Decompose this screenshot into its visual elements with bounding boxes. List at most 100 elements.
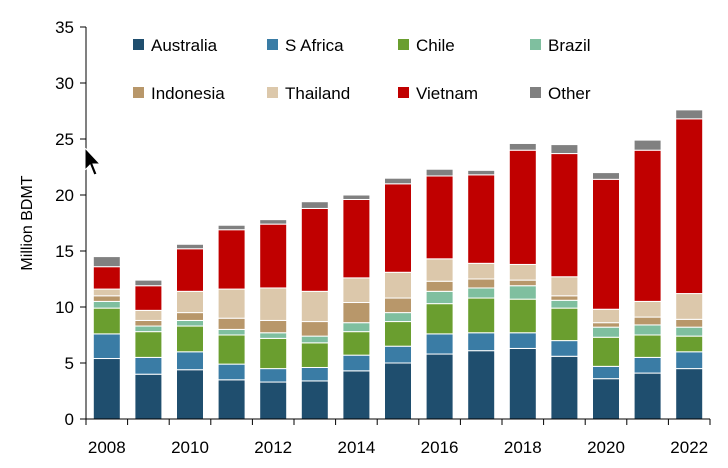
bar-segment-australia <box>300 380 329 420</box>
bar-segment-other <box>217 224 246 231</box>
bar-segment-s-africa <box>92 333 121 360</box>
bar-segment-brazil <box>425 290 454 305</box>
bar-segment-vietnam <box>217 229 246 290</box>
x-axis: 2008 2010 2012 2014 2016 2018 2020 2022 <box>85 418 711 457</box>
legend-label: Other <box>548 84 591 103</box>
bar-segment-brazil <box>300 335 329 344</box>
bar-segment-thailand <box>592 308 620 324</box>
bar-segment-vietnam <box>300 207 329 292</box>
bar-segment-brazil <box>259 332 288 339</box>
bar-segment-chile <box>384 321 412 347</box>
bar-stack-2015 <box>384 177 412 420</box>
bar-segment-brazil <box>467 287 496 299</box>
x-tick-label: 2020 <box>587 438 625 457</box>
bar-stack-2009 <box>134 279 163 420</box>
bar-segment-other <box>508 142 537 151</box>
bar-segment-brazil <box>633 324 662 336</box>
legend-item: Indonesia <box>133 84 225 103</box>
legend-label: Indonesia <box>151 84 225 103</box>
bar-segment-australia <box>592 378 620 420</box>
bar-segment-other <box>425 168 454 177</box>
bar-segment-indonesia <box>384 297 412 314</box>
bar-segment-brazil <box>134 325 163 333</box>
bar-segment-vietnam <box>342 198 371 279</box>
bar-segment-chile <box>300 342 329 368</box>
bar-segment-indonesia <box>176 312 204 321</box>
bar-segment-brazil <box>176 319 204 327</box>
y-tick-label: 35 <box>55 18 74 37</box>
bar-segment-s-africa <box>467 332 496 352</box>
y-tick-label: 15 <box>55 242 74 261</box>
legend-swatch <box>398 87 409 98</box>
bar-segment-other <box>675 109 704 120</box>
bar-segment-australia <box>633 372 662 420</box>
bar-stack-2017 <box>467 169 496 420</box>
bar-stack-2021 <box>633 139 662 420</box>
legend-item: Brazil <box>530 36 591 55</box>
bar-segment-indonesia <box>259 319 288 334</box>
bar-segment-indonesia <box>92 295 121 302</box>
bar-segment-vietnam <box>550 153 579 278</box>
bar-segment-brazil <box>384 312 412 323</box>
legend-swatch <box>398 39 409 50</box>
bar-stack-2014 <box>342 194 371 420</box>
legend-item: S Africa <box>267 36 344 55</box>
bar-segment-chile <box>259 337 288 370</box>
bar-segment-other <box>633 139 662 151</box>
bar-stack-2011 <box>217 224 246 420</box>
bar-segment-chile <box>134 331 163 358</box>
bar-stack-2020 <box>592 172 620 420</box>
bar-stack-2010 <box>176 243 204 420</box>
bar-segment-australia <box>259 381 288 420</box>
bar-segment-s-africa <box>384 345 412 364</box>
bar-segment-other <box>592 172 620 180</box>
bar-segment-vietnam <box>259 223 288 289</box>
bar-stack-2019 <box>550 144 579 420</box>
bar-segment-s-africa <box>425 333 454 355</box>
legend-swatch <box>530 39 541 50</box>
y-axis-label: Million BDMT <box>19 175 36 270</box>
bars <box>92 109 704 420</box>
bar-segment-brazil <box>217 328 246 336</box>
bar-segment-s-africa <box>217 363 246 381</box>
bar-segment-brazil <box>550 299 579 309</box>
bar-segment-indonesia <box>592 322 620 328</box>
bar-segment-chile <box>342 331 371 356</box>
legend-label: Brazil <box>548 36 591 55</box>
bar-segment-chile <box>217 334 246 365</box>
bar-segment-indonesia <box>550 295 579 301</box>
bar-segment-australia <box>92 358 121 420</box>
bar-segment-vietnam <box>425 175 454 260</box>
bar-segment-s-africa <box>300 366 329 382</box>
bar-segment-s-africa <box>550 340 579 357</box>
bar-segment-australia <box>508 347 537 420</box>
bar-segment-australia <box>342 370 371 420</box>
x-tick-label: 2022 <box>670 438 708 457</box>
bar-segment-chile <box>467 297 496 334</box>
mouse-cursor-icon <box>84 146 102 176</box>
bar-segment-australia <box>467 350 496 420</box>
y-tick-label: 25 <box>55 130 74 149</box>
bar-segment-other <box>384 177 412 185</box>
bar-segment-thailand <box>259 287 288 321</box>
legend: Australia S Africa Chile Brazil Indonesia Tha… <box>133 36 591 103</box>
bar-segment-brazil <box>675 326 704 337</box>
bar-segment-thailand <box>134 309 163 321</box>
x-tick-label: 2008 <box>88 438 126 457</box>
bar-segment-brazil <box>508 285 537 300</box>
bar-segment-vietnam <box>176 248 204 292</box>
legend-swatch <box>530 87 541 98</box>
bar-segment-australia <box>550 355 579 420</box>
bar-segment-indonesia <box>300 321 329 337</box>
bar-segment-chile <box>675 335 704 353</box>
bar-segment-vietnam <box>92 266 121 290</box>
legend-label: Vietnam <box>416 84 478 103</box>
bar-segment-indonesia <box>342 302 371 324</box>
bar-stack-2013 <box>300 201 329 420</box>
bar-segment-other <box>176 243 204 250</box>
bar-segment-brazil <box>592 326 620 338</box>
bar-segment-chile <box>550 307 579 342</box>
x-tick-label: 2012 <box>254 438 292 457</box>
legend-label: Australia <box>151 36 218 55</box>
